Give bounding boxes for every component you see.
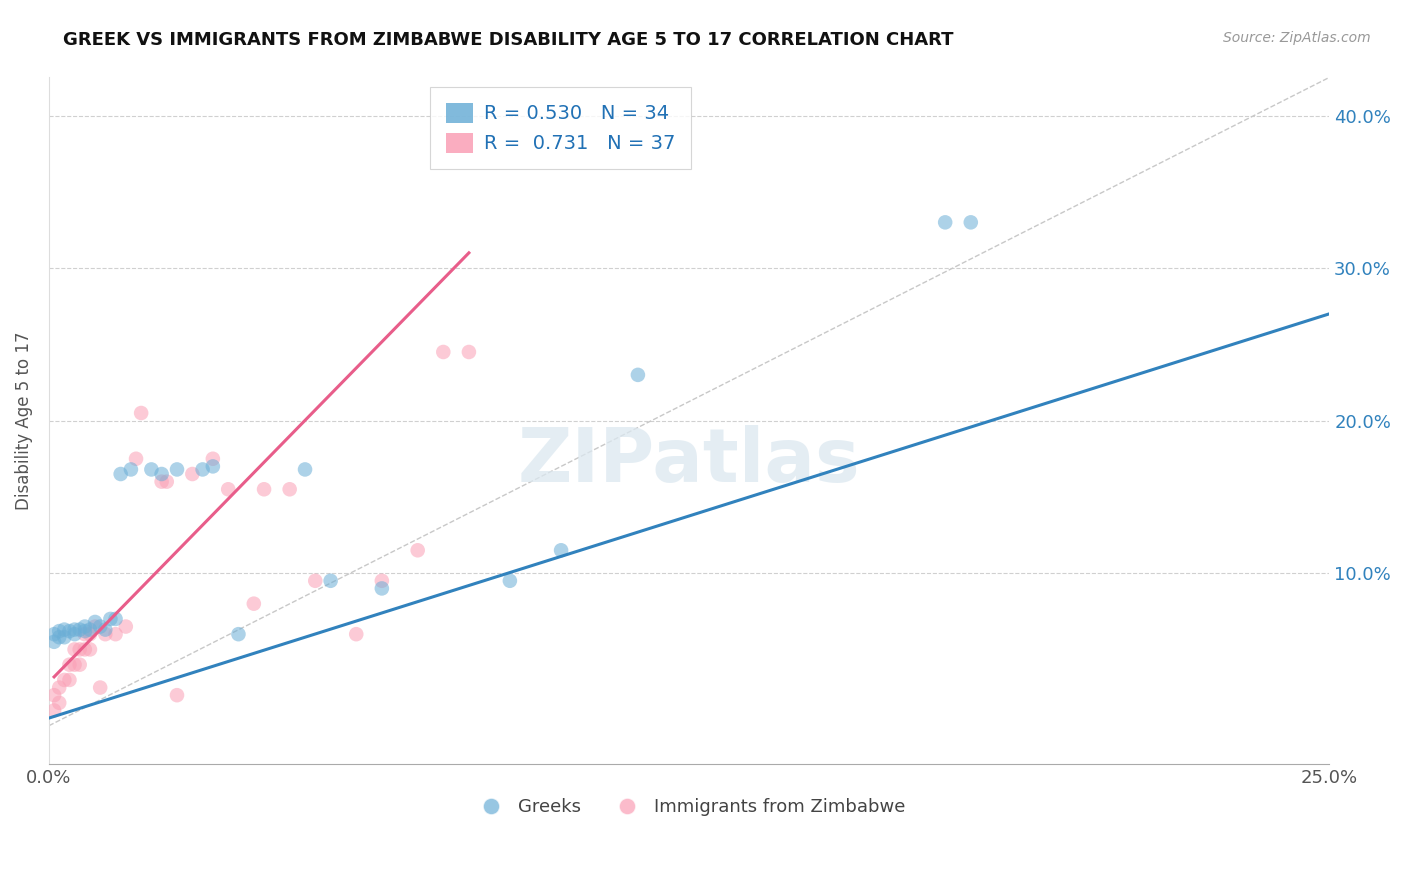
Point bbox=[104, 612, 127, 626]
Point bbox=[934, 215, 956, 229]
Point bbox=[42, 627, 65, 641]
Point bbox=[201, 459, 224, 474]
Point bbox=[166, 688, 188, 702]
Point bbox=[69, 623, 91, 637]
Point bbox=[79, 642, 101, 657]
Point bbox=[371, 582, 394, 596]
Point bbox=[371, 574, 394, 588]
Point bbox=[104, 627, 127, 641]
Point bbox=[627, 368, 650, 382]
Point bbox=[42, 703, 65, 717]
Point bbox=[63, 642, 86, 657]
Point bbox=[42, 688, 65, 702]
Point bbox=[129, 406, 152, 420]
Point bbox=[94, 623, 117, 637]
Text: Source: ZipAtlas.com: Source: ZipAtlas.com bbox=[1223, 31, 1371, 45]
Point bbox=[53, 673, 76, 687]
Point bbox=[181, 467, 204, 481]
Point bbox=[458, 345, 481, 359]
Point bbox=[166, 462, 188, 476]
Point bbox=[48, 696, 70, 710]
Point bbox=[48, 630, 70, 644]
Point bbox=[53, 623, 76, 637]
Legend: Greeks, Immigrants from Zimbabwe: Greeks, Immigrants from Zimbabwe bbox=[465, 791, 912, 823]
Point bbox=[201, 451, 224, 466]
Point bbox=[191, 462, 214, 476]
Point bbox=[48, 624, 70, 639]
Point bbox=[253, 483, 276, 497]
Point bbox=[406, 543, 429, 558]
Point bbox=[73, 619, 96, 633]
Point bbox=[89, 681, 111, 695]
Point bbox=[550, 543, 572, 558]
Point bbox=[319, 574, 342, 588]
Point bbox=[63, 627, 86, 641]
Point bbox=[294, 462, 316, 476]
Point bbox=[84, 619, 107, 633]
Point bbox=[243, 597, 266, 611]
Point bbox=[84, 615, 107, 629]
Point bbox=[69, 657, 91, 672]
Point bbox=[63, 657, 86, 672]
Text: GREEK VS IMMIGRANTS FROM ZIMBABWE DISABILITY AGE 5 TO 17 CORRELATION CHART: GREEK VS IMMIGRANTS FROM ZIMBABWE DISABI… bbox=[63, 31, 953, 49]
Point bbox=[141, 462, 163, 476]
Point bbox=[73, 642, 96, 657]
Point bbox=[114, 619, 136, 633]
Point bbox=[79, 627, 101, 641]
Point bbox=[278, 483, 301, 497]
Text: ZIPatlas: ZIPatlas bbox=[517, 425, 860, 499]
Point bbox=[58, 657, 80, 672]
Point bbox=[69, 642, 91, 657]
Point bbox=[150, 467, 173, 481]
Point bbox=[228, 627, 250, 641]
Point bbox=[120, 462, 142, 476]
Point bbox=[53, 630, 76, 644]
Point bbox=[73, 627, 96, 641]
Point bbox=[110, 467, 132, 481]
Point bbox=[125, 451, 148, 466]
Point bbox=[499, 574, 522, 588]
Point bbox=[48, 681, 70, 695]
Point bbox=[42, 635, 65, 649]
Point bbox=[100, 612, 122, 626]
Point bbox=[150, 475, 173, 489]
Point bbox=[89, 619, 111, 633]
Point bbox=[959, 215, 981, 229]
Point bbox=[58, 673, 80, 687]
Point bbox=[79, 623, 101, 637]
Point bbox=[73, 624, 96, 639]
Point bbox=[156, 475, 179, 489]
Point bbox=[304, 574, 326, 588]
Point bbox=[344, 627, 367, 641]
Point bbox=[63, 623, 86, 637]
Point bbox=[94, 627, 117, 641]
Point bbox=[58, 624, 80, 639]
Point bbox=[432, 345, 454, 359]
Point bbox=[217, 483, 239, 497]
Y-axis label: Disability Age 5 to 17: Disability Age 5 to 17 bbox=[15, 332, 32, 510]
